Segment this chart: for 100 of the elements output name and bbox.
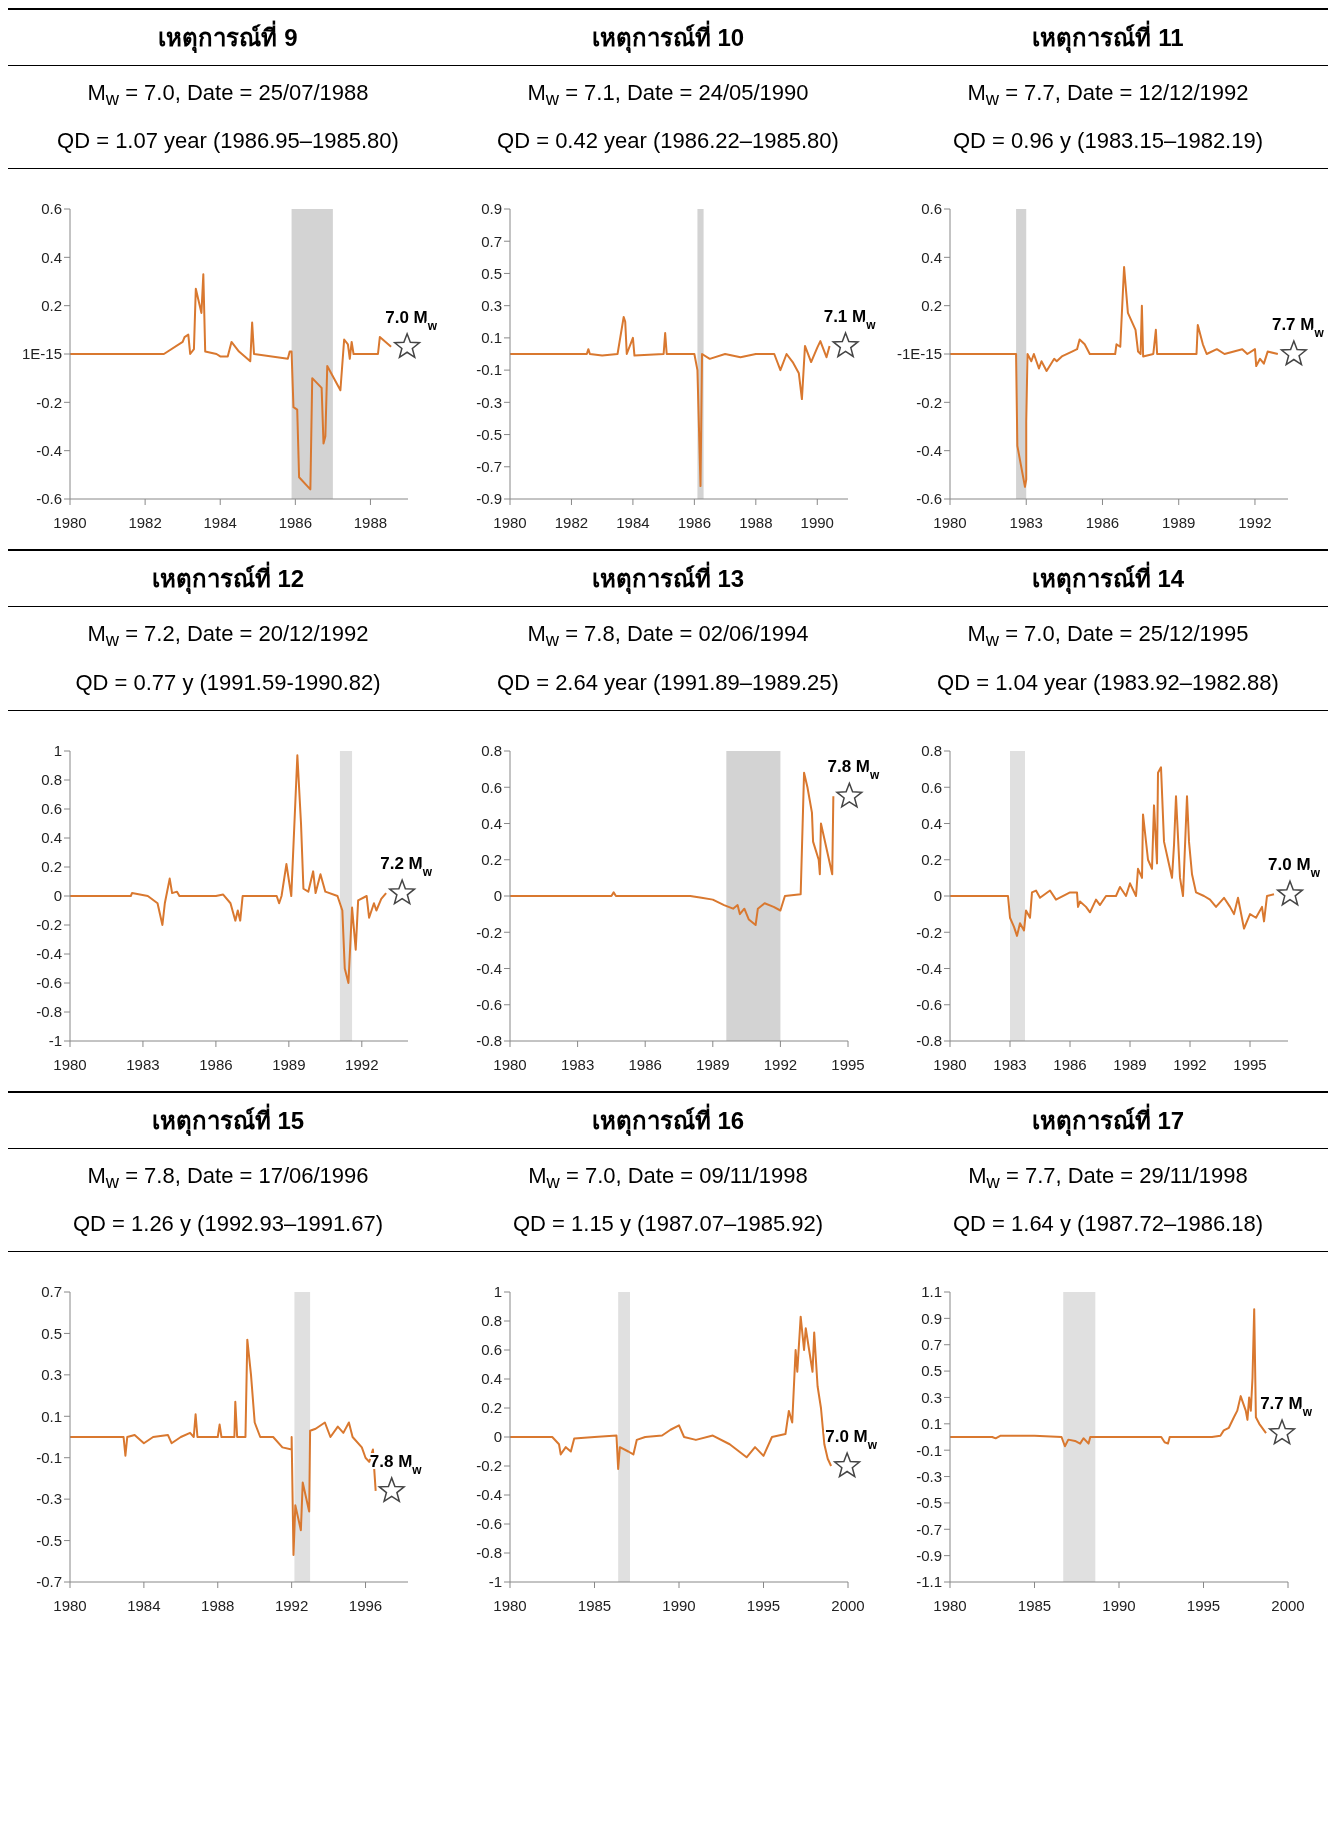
y-tick-label: 0.8: [921, 742, 942, 760]
x-tick-label: 1986: [199, 1055, 233, 1073]
y-tick-label: -0.6: [916, 995, 942, 1013]
y-tick-label: 0.4: [921, 814, 942, 832]
y-tick-label: -0.2: [476, 923, 502, 941]
x-tick-label: 1984: [127, 1596, 161, 1614]
y-tick-label: 0.4: [481, 1370, 502, 1388]
x-tick-label: 1980: [493, 514, 527, 532]
y-tick-label: 0.5: [921, 1362, 942, 1380]
x-tick-label: 1982: [554, 514, 589, 532]
annotation: 7.1 M$_{w}$: [823, 307, 877, 333]
x-tick-label: 1995: [1233, 1055, 1267, 1073]
chart-title: เหตุการณ์ที่ 16: [448, 1090, 888, 1149]
y-tick-label: -0.7: [916, 1520, 942, 1538]
annotation: 7.8 M$_{w}$: [827, 757, 880, 783]
y-tick-label: -0.6: [476, 995, 502, 1013]
annotation: 7.7 M$_{w}$: [1271, 315, 1325, 341]
x-tick-label: 1985: [577, 1596, 612, 1614]
y-tick-label: 0: [933, 887, 942, 905]
y-tick-label: 0.4: [481, 814, 502, 832]
y-tick-label: -0.5: [36, 1532, 62, 1550]
annotation: 7.0 M$_{w}$: [825, 1427, 878, 1453]
x-tick-label: 1990: [662, 1596, 696, 1614]
y-tick-label: -0.5: [916, 1494, 942, 1512]
x-tick-label: 1989: [272, 1055, 306, 1073]
x-tick-label: 1995: [746, 1596, 781, 1614]
y-tick-label: -0.2: [36, 916, 62, 934]
y-tick-label: 0.4: [41, 249, 62, 267]
chart-title: เหตุการณ์ที่ 9: [8, 8, 448, 66]
x-tick-label: 1984: [203, 514, 237, 532]
annotation: 7.7 M$_{w}$: [1260, 1394, 1313, 1420]
y-tick-label: -1.1: [916, 1573, 942, 1591]
x-tick-label: 1995: [831, 1055, 865, 1073]
y-tick-label: 0: [493, 1428, 502, 1446]
x-tick-label: 1980: [933, 1596, 967, 1614]
y-tick-label: 0.1: [41, 1407, 62, 1425]
y-tick-label: -0.8: [476, 1032, 502, 1050]
y-tick-label: 0.7: [41, 1283, 62, 1301]
y-tick-label: -0.8: [476, 1544, 502, 1562]
chart-title: เหตุการณ์ที่ 12: [8, 549, 448, 608]
annotation: 7.0 M$_{w}$: [385, 308, 438, 334]
x-tick-label: 1988: [739, 514, 773, 532]
y-tick-label: -0.8: [36, 1003, 62, 1021]
y-tick-label: 1E-15: [21, 345, 62, 363]
y-tick-label: -0.9: [916, 1547, 942, 1565]
y-tick-label: 0.6: [41, 200, 62, 218]
x-tick-label: 1980: [493, 1055, 527, 1073]
y-tick-label: -0.4: [36, 442, 62, 460]
y-tick-label: -0.9: [476, 490, 502, 508]
x-tick-label: 1983: [126, 1055, 160, 1073]
y-tick-label: -0.6: [36, 490, 62, 508]
chart-subtitle: M$_{w}$ = 7.0, Date = 25/12/1995 QD = 1.04 year (1983.92–1982.88): [936, 620, 1280, 697]
x-tick-label: 1980: [493, 1596, 527, 1614]
y-tick-label: 0.6: [921, 778, 942, 796]
chart-subtitle: M$_{w}$ = 7.7, Date = 29/11/1998 QD = 1.64 y (1987.72–1986.18): [951, 1161, 1265, 1239]
y-tick-label: 0.5: [41, 1324, 62, 1342]
x-tick-label: 1980: [933, 514, 967, 532]
x-tick-label: 1989: [1162, 514, 1196, 532]
y-tick-label: -0.4: [36, 945, 62, 963]
y-tick-label: 1: [493, 1283, 502, 1301]
y-tick-label: 0.3: [41, 1366, 62, 1384]
x-tick-label: 1986: [628, 1055, 662, 1073]
y-tick-label: -0.2: [916, 394, 942, 412]
x-tick-label: 1982: [128, 514, 162, 532]
chart-subtitle: M$_{w}$ = 7.7, Date = 12/12/1992 QD = 0.96 y (1983.15–1982.19): [951, 79, 1265, 156]
y-tick-label: 0.2: [41, 858, 62, 876]
x-tick-label: 1992: [345, 1055, 379, 1073]
chart-subtitle: M$_{w}$ = 7.0, Date = 09/11/1998 QD = 1.15 y (1987.07–1985.92): [511, 1161, 825, 1239]
x-tick-label: 1985: [1017, 1596, 1052, 1614]
x-tick-label: 1980: [53, 514, 87, 532]
y-tick-label: 0.5: [481, 265, 502, 283]
chart-subtitle: M$_{w}$ = 7.0, Date = 25/07/1988 QD = 1.07 year (1986.95–1985.80): [56, 79, 400, 156]
y-tick-label: -0.4: [916, 959, 942, 977]
y-tick-label: 0.8: [41, 771, 62, 789]
y-tick-label: -0.2: [916, 923, 942, 941]
x-tick-label: 1992: [763, 1055, 798, 1073]
x-tick-label: 1980: [53, 1596, 87, 1614]
chart-title: เหตุการณ์ที่ 15: [8, 1090, 448, 1149]
x-tick-label: 1992: [1173, 1055, 1207, 1073]
y-tick-label: -0.1: [916, 1441, 942, 1459]
y-tick-label: 0.8: [481, 1312, 502, 1330]
y-tick-label: -1E-15: [896, 345, 942, 363]
y-tick-label: 0.7: [921, 1336, 942, 1354]
chart-subtitle: M$_{w}$ = 7.8, Date = 17/06/1996 QD = 1.26 y (1992.93–1991.67): [71, 1161, 385, 1239]
x-tick-label: 1986: [1053, 1055, 1087, 1073]
y-tick-label: -0.6: [916, 490, 942, 508]
x-tick-label: 1984: [616, 514, 650, 532]
x-tick-label: 1988: [201, 1596, 235, 1614]
y-tick-label: 0.6: [481, 778, 502, 796]
y-tick-label: -0.3: [36, 1490, 62, 1508]
x-tick-label: 1989: [696, 1055, 730, 1073]
y-tick-label: 0.2: [921, 297, 942, 315]
y-tick-label: -0.7: [36, 1573, 62, 1591]
y-tick-label: -0.7: [476, 458, 502, 476]
x-tick-label: 1980: [53, 1055, 87, 1073]
x-tick-label: 1983: [993, 1055, 1027, 1073]
y-tick-label: 0.7: [481, 232, 502, 250]
y-tick-label: -0.6: [476, 1515, 502, 1533]
chart-title: เหตุการณ์ที่ 17: [888, 1090, 1328, 1149]
y-tick-label: 0.2: [921, 850, 942, 868]
